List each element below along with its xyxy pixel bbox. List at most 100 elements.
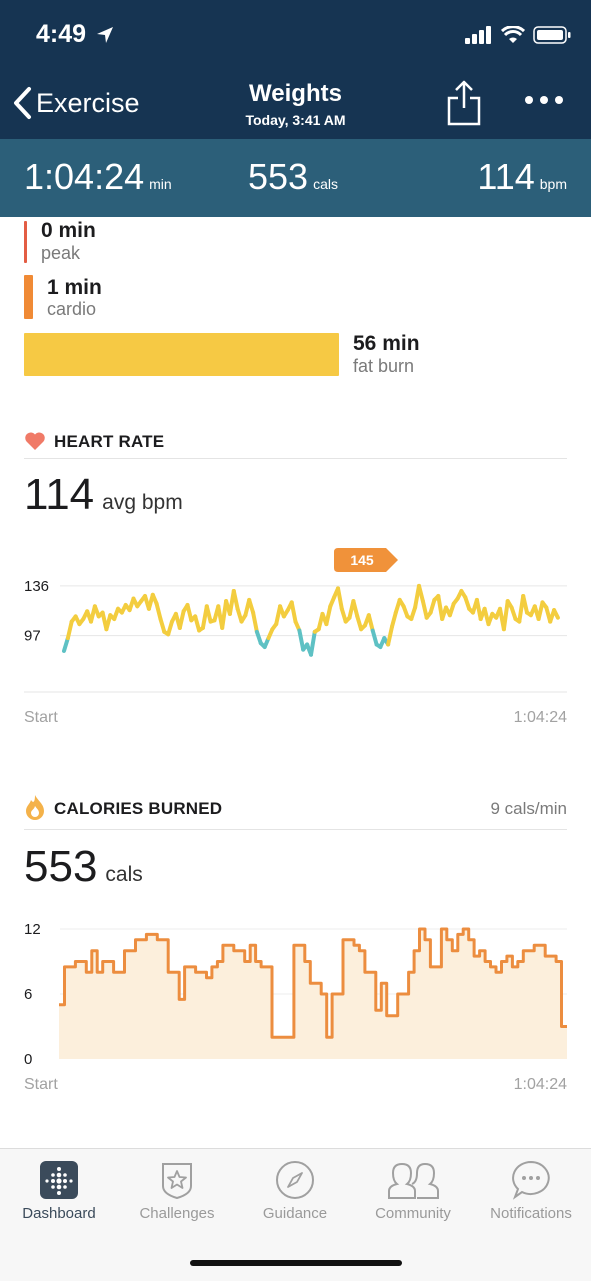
chat-bubble-icon <box>512 1160 550 1200</box>
hr-line-segment <box>193 614 202 633</box>
page-subtitle: Today, 3:41 AM <box>245 112 346 128</box>
zone-fat-burn-value: 56 min <box>353 332 420 355</box>
app-header <box>0 0 591 139</box>
cal-end-label: 1:04:24 <box>513 1076 567 1093</box>
hr-line-segment <box>289 600 298 624</box>
tab-bar <box>0 1148 591 1281</box>
tab-dashboard-label: Dashboard <box>22 1205 96 1222</box>
hr-line-segment <box>65 619 74 641</box>
duration-stat: 1:04:24 min <box>24 156 172 198</box>
max-badge-label: 145 <box>350 552 374 568</box>
calories-title: CALORIES BURNED <box>54 799 223 818</box>
zone-bar-cardio <box>24 275 33 319</box>
duration-unit: min <box>149 176 172 192</box>
hr-line-segment <box>247 597 256 615</box>
calories-value: 553 <box>248 156 309 197</box>
bpm-value: 114 <box>477 156 535 197</box>
zone-bar-peak <box>24 221 27 263</box>
tab-notifications[interactable]: Notifications <box>472 1158 590 1222</box>
heart-rate-title: HEART RATE <box>54 432 165 451</box>
hr-line-segment <box>509 605 518 621</box>
hr-line-segment <box>463 595 472 611</box>
hr-line-segment <box>204 604 213 624</box>
hr-line-segment <box>177 609 186 630</box>
hr-line-segment <box>447 601 456 618</box>
hr-line-segment <box>104 613 113 632</box>
hr-line-segment-low <box>309 629 317 657</box>
wifi-icon <box>501 26 525 43</box>
compass-icon <box>276 1161 314 1199</box>
more-dot <box>555 96 563 104</box>
hr-ytick-136: 136 <box>24 578 49 595</box>
hr-line-segment <box>351 599 360 619</box>
cal-ytick-6: 6 <box>24 986 32 1003</box>
page-title: Weights <box>249 80 342 107</box>
hr-line-segment <box>336 586 344 611</box>
zone-bar-fat-burn <box>24 333 339 376</box>
total-calories-value: 553 <box>24 842 98 891</box>
hr-line-segment <box>231 589 240 611</box>
page-title-block: Weights Today, 3:41 AM <box>0 80 591 128</box>
heart-rate-stat: 114 bpm <box>477 156 567 198</box>
hr-line-segment <box>185 603 194 623</box>
tab-challenges-label: Challenges <box>139 1205 215 1222</box>
hr-end-label: 1:04:24 <box>513 709 567 726</box>
hr-line-segment-low <box>254 629 263 646</box>
tab-dashboard[interactable]: Dashboard <box>0 1158 118 1222</box>
tab-community-label: Community <box>375 1205 451 1222</box>
tab-challenges[interactable]: Challenges <box>118 1158 236 1222</box>
hr-line-segment <box>552 608 560 620</box>
max-badge: 145 <box>334 548 398 572</box>
hr-line-segment <box>166 619 174 637</box>
location-arrow-icon <box>97 27 113 43</box>
back-button[interactable]: Exercise <box>12 86 140 120</box>
hr-line-segment <box>386 624 394 647</box>
hr-line-segment <box>324 604 333 627</box>
hr-line-segment <box>154 601 163 621</box>
hr-line-segment <box>428 597 437 615</box>
bpm-unit: bpm <box>539 176 567 192</box>
flame-icon <box>26 795 44 820</box>
battery-icon <box>533 26 571 44</box>
heart-rate-chart: 136 97 145 <box>24 548 567 693</box>
hr-line-segment-low <box>297 628 306 652</box>
total-calories-block: 553 cals <box>24 842 143 892</box>
hr-start-label: Start <box>24 709 58 726</box>
zone-fat-burn-label: fat burn <box>353 356 415 376</box>
duration-value: 1:04:24 <box>24 156 145 197</box>
challenges-star-icon <box>162 1163 192 1200</box>
hr-line-segment-low <box>370 628 379 647</box>
hr-series <box>62 583 560 657</box>
zone-cardio-value: 1 min <box>47 276 102 299</box>
hr-line-segment <box>521 594 529 615</box>
hr-line-segment <box>251 610 259 634</box>
dashboard-icon <box>40 1161 78 1199</box>
max-badge-shape <box>334 548 398 572</box>
avg-bpm-block: 114 avg bpm <box>24 470 183 520</box>
tab-guidance[interactable]: Guidance <box>236 1158 354 1222</box>
more-options-button[interactable] <box>525 96 563 104</box>
hr-line-segment <box>366 613 375 633</box>
zone-peak-label: peak <box>41 243 81 263</box>
divider <box>24 458 567 459</box>
calories-line <box>59 927 567 1039</box>
tab-notifications-label: Notifications <box>490 1205 572 1222</box>
cal-ytick-12: 12 <box>24 921 41 938</box>
hr-line-segment <box>420 599 429 620</box>
hr-line-segment <box>417 583 425 604</box>
status-icons <box>465 26 571 44</box>
cal-ytick-0: 0 <box>24 1051 32 1068</box>
heart-icon <box>25 432 45 450</box>
status-time: 4:49 <box>36 20 87 48</box>
share-icon[interactable] <box>447 80 481 126</box>
calories-area <box>59 929 567 1059</box>
calories-unit: cals <box>313 176 338 192</box>
hr-line-segment <box>536 600 545 621</box>
community-icon <box>388 1162 439 1199</box>
tab-community[interactable]: Community <box>354 1158 472 1222</box>
avg-bpm-value: 114 <box>24 470 95 519</box>
hr-line-segment-low <box>62 636 70 653</box>
hr-line-segment <box>390 610 398 629</box>
calories-stat: 553 cals <box>248 156 338 198</box>
back-label: Exercise <box>36 87 140 118</box>
